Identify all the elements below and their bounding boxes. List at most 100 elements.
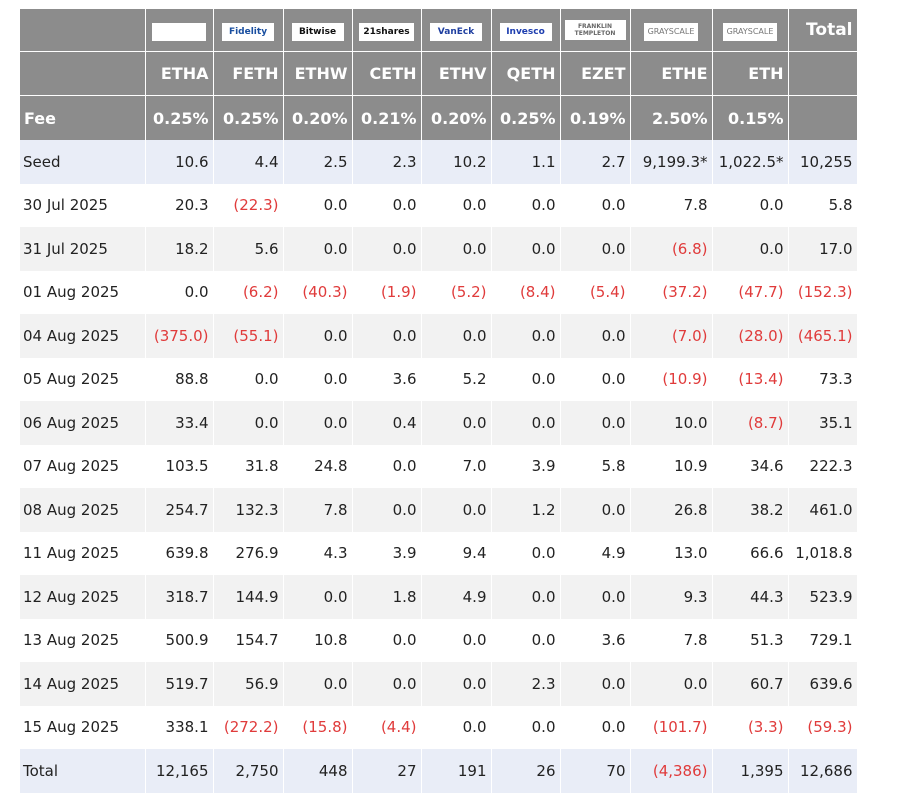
row-label: 04 Aug 2025	[20, 314, 146, 358]
flow-value: (22.3)	[213, 183, 284, 227]
flow-value: (37.2)	[630, 270, 713, 314]
flow-value: 44.3	[712, 575, 789, 619]
flow-value: 154.7	[213, 618, 284, 662]
ticker: FETH	[213, 51, 284, 96]
fee-value: 0.21%	[352, 95, 422, 140]
flow-value: 0.0	[352, 444, 422, 488]
flow-value: 254.7	[145, 488, 214, 532]
data-row: 05 Aug 2025 88.8 0.0 0.0 3.6 5.2 0.0 0.0 (10.9)(…	[20, 357, 858, 401]
flow-value: 56.9	[213, 662, 284, 706]
flow-value: 9.3	[630, 575, 713, 619]
flow-value: (55.1)	[213, 314, 284, 358]
data-row: 11 Aug 2025 639.8 276.9 4.3 3.9 9.4 0.0 4.9 13.0…	[20, 531, 858, 575]
flow-value: (8.7)	[712, 401, 789, 445]
ticker: QETH	[491, 51, 561, 96]
fee-value: 0.25%	[491, 95, 561, 140]
issuer-logo: Invesco	[499, 23, 552, 41]
flow-value: 20.3	[145, 183, 214, 227]
row-label: 12 Aug 2025	[20, 575, 146, 619]
fee-value: 0.25%	[145, 95, 214, 140]
data-row: 12 Aug 2025 318.7 144.9 0.0 1.8 4.9 0.0 0.0 9.3 4…	[20, 575, 858, 619]
logo-cell: VanEck	[421, 9, 492, 52]
flow-value: 2.5	[283, 140, 353, 184]
data-row: 15 Aug 2025 338.1 (272.2) (15.8) (4.4) 0.0 0.0…	[20, 705, 858, 749]
flow-value: 1.8	[352, 575, 422, 619]
flow-value: 10.6	[145, 140, 214, 184]
flow-value: 0.0	[560, 488, 631, 532]
flow-value: 1.1	[491, 140, 561, 184]
logo-cell: 21shares	[352, 9, 422, 52]
flow-value: 0.0	[421, 705, 492, 749]
row-label: 15 Aug 2025	[20, 705, 146, 749]
flow-value: 0.0	[421, 618, 492, 662]
fee-label: Fee	[20, 95, 146, 140]
flow-value: 0.0	[352, 488, 422, 532]
corner-cell	[20, 9, 146, 52]
flow-value: (8.4)	[491, 270, 561, 314]
flow-value: 2.3	[352, 140, 422, 184]
flow-value: 0.0	[421, 183, 492, 227]
logo-cell: FRANKLIN TEMPLETON	[560, 9, 631, 52]
flow-value: 132.3	[213, 488, 284, 532]
flow-value: 0.0	[560, 575, 631, 619]
flow-value: (15.8)	[283, 705, 353, 749]
flow-value: (5.2)	[421, 270, 492, 314]
flow-value: 523.9	[788, 575, 858, 619]
flow-value: 0.0	[560, 357, 631, 401]
ticker: EZET	[560, 51, 631, 96]
flow-value: (6.8)	[630, 227, 713, 271]
flow-value: 13.0	[630, 531, 713, 575]
flow-value: (40.3)	[283, 270, 353, 314]
flow-value: (13.4)	[712, 357, 789, 401]
flow-value: 0.0	[283, 183, 353, 227]
flow-value: 24.8	[283, 444, 353, 488]
empty-cell	[788, 51, 858, 96]
flow-value: 0.0	[283, 575, 353, 619]
flow-value: 0.4	[352, 401, 422, 445]
fee-value: 0.25%	[213, 95, 284, 140]
row-label: 13 Aug 2025	[20, 618, 146, 662]
flow-value: 0.0	[421, 314, 492, 358]
flow-value: 3.6	[352, 357, 422, 401]
flow-value: 0.0	[491, 357, 561, 401]
fee-value: 0.19%	[560, 95, 631, 140]
flow-value: 0.0	[213, 357, 284, 401]
row-label: Seed	[20, 140, 146, 184]
data-row: Seed 10.6 4.4 2.5 2.3 10.2 1.1 2.7 9,199.3* 1,022…	[20, 140, 858, 184]
flow-value: 0.0	[421, 401, 492, 445]
flow-value: 38.2	[712, 488, 789, 532]
row-label: 30 Jul 2025	[20, 183, 146, 227]
flow-value: 0.0	[491, 314, 561, 358]
row-label: 14 Aug 2025	[20, 662, 146, 706]
flow-value: 5.8	[788, 183, 858, 227]
flow-value: 2.7	[560, 140, 631, 184]
row-label: Total	[20, 749, 146, 793]
flow-value: 0.0	[283, 662, 353, 706]
fee-value: 2.50%	[630, 95, 713, 140]
flow-value: 5.2	[421, 357, 492, 401]
ticker: ETH	[712, 51, 789, 96]
issuer-logo: GRAYSCALE	[722, 23, 778, 41]
flow-value: (465.1)	[788, 314, 858, 358]
flow-value: 3.9	[352, 531, 422, 575]
flow-value: 0.0	[560, 705, 631, 749]
ticker: ETHV	[421, 51, 492, 96]
logo-cell: Fidelity	[213, 9, 284, 52]
flow-value: 88.8	[145, 357, 214, 401]
issuer-logo: 21shares	[359, 23, 414, 41]
row-label: 05 Aug 2025	[20, 357, 146, 401]
logo-cell: Bitwise	[283, 9, 353, 52]
flow-value: 1,018.8	[788, 531, 858, 575]
empty-cell	[20, 51, 146, 96]
flow-value: 0.0	[352, 662, 422, 706]
flow-value: 7.8	[630, 618, 713, 662]
flow-value: 10,255	[788, 140, 858, 184]
flow-value: (47.7)	[712, 270, 789, 314]
flow-value: 0.0	[712, 183, 789, 227]
row-label: 06 Aug 2025	[20, 401, 146, 445]
logo-cell: BlackRock	[145, 9, 214, 52]
flow-value: 0.0	[421, 488, 492, 532]
flow-value: 639.8	[145, 531, 214, 575]
flow-value: 0.0	[352, 314, 422, 358]
